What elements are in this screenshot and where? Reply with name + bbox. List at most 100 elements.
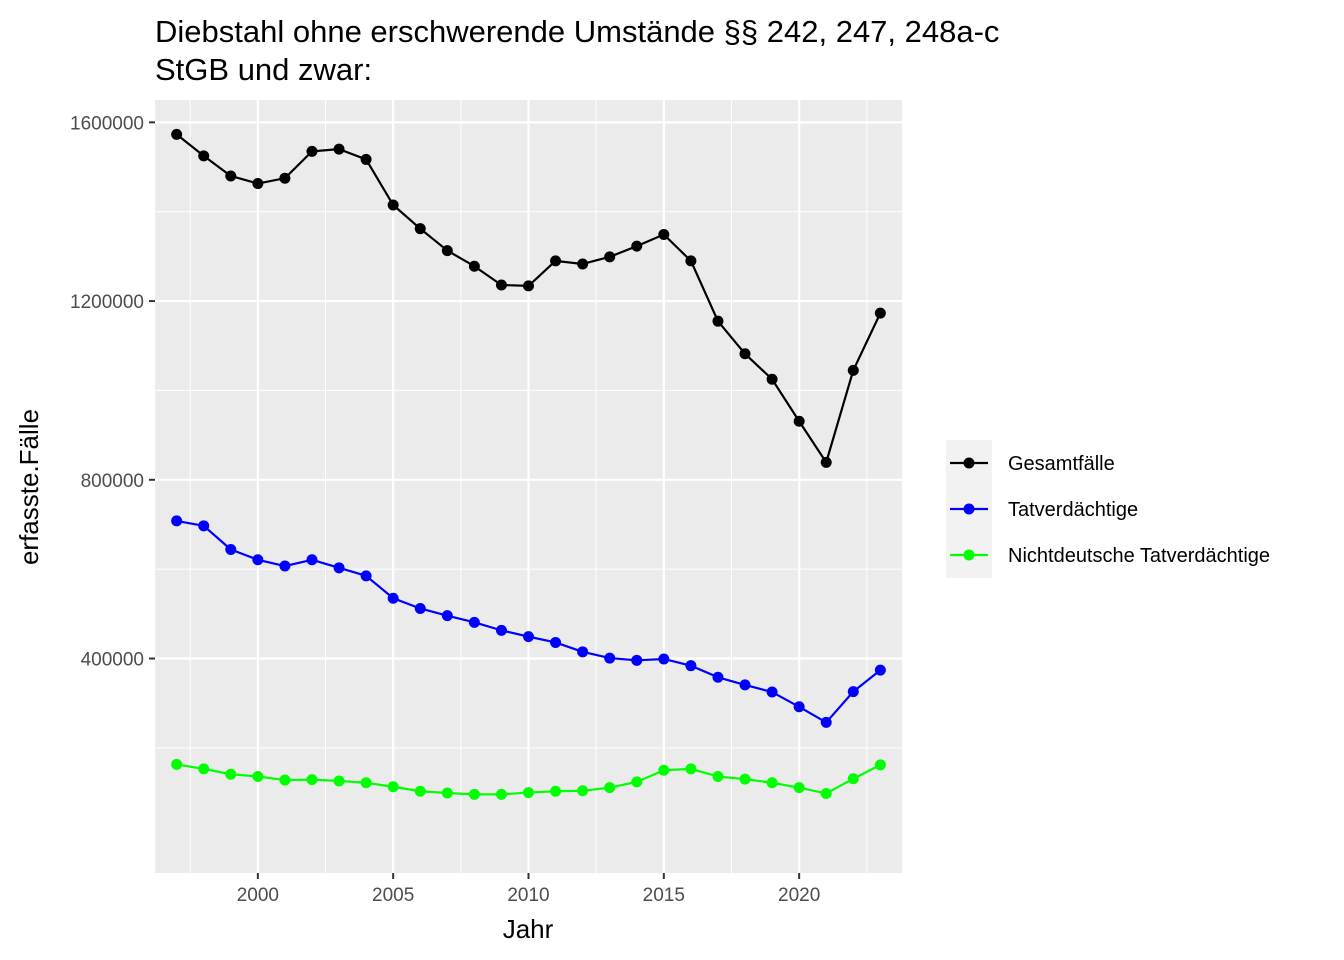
- data-point: [793, 701, 805, 713]
- data-point: [225, 768, 237, 780]
- data-point: [333, 775, 345, 787]
- data-point: [577, 258, 589, 270]
- data-point: [685, 255, 697, 267]
- data-point: [252, 178, 264, 190]
- legend-item-3: Nichtdeutsche Tatverdächtige: [950, 545, 1270, 567]
- data-point: [847, 773, 859, 785]
- data-point: [847, 364, 859, 376]
- data-point: [604, 782, 616, 794]
- data-point: [820, 787, 832, 799]
- data-point: [820, 456, 832, 468]
- chart-title-line-1: Diebstahl ohne erschwerende Umstände §§ …: [155, 14, 999, 49]
- data-point: [631, 776, 643, 788]
- chart-title-line-2: StGB und zwar:: [155, 52, 372, 87]
- data-point: [333, 143, 345, 155]
- data-point: [523, 280, 534, 292]
- legend-label: Tatverdächtige: [1008, 499, 1138, 521]
- data-point: [387, 781, 399, 793]
- data-point: [225, 170, 237, 182]
- data-point: [793, 415, 805, 427]
- data-point: [252, 770, 264, 782]
- data-point: [658, 653, 670, 665]
- data-point: [306, 145, 318, 157]
- data-point: [252, 554, 264, 566]
- data-point: [685, 660, 697, 672]
- data-point: [360, 153, 372, 165]
- data-point: [333, 562, 345, 574]
- series-layer: [171, 128, 886, 800]
- data-point: [306, 774, 318, 786]
- data-point: [171, 515, 183, 527]
- data-point: [658, 228, 670, 240]
- legend-key-point: [963, 457, 975, 469]
- data-point: [739, 348, 751, 360]
- x-tick-label: 2005: [372, 885, 414, 906]
- data-point: [279, 560, 291, 572]
- data-point: [604, 251, 616, 263]
- legend-item-1: Gesamtfälle: [950, 453, 1115, 475]
- data-point: [171, 758, 183, 770]
- series-3: [171, 758, 886, 800]
- data-point: [495, 788, 507, 800]
- legend-key-point: [963, 549, 975, 561]
- data-point: [225, 544, 237, 556]
- data-point: [766, 686, 778, 698]
- data-point: [631, 240, 643, 252]
- y-axis: 400000 800000 1200000 1600000: [70, 113, 155, 671]
- data-point: [360, 777, 372, 789]
- series-1: [171, 128, 886, 468]
- data-point: [387, 592, 399, 604]
- data-point: [766, 777, 778, 789]
- data-point: [550, 636, 562, 648]
- data-point: [793, 782, 805, 794]
- data-point: [360, 570, 372, 582]
- data-point: [739, 773, 751, 785]
- data-point: [739, 679, 751, 691]
- y-axis-title: erfasste.Fälle: [14, 409, 44, 565]
- data-point: [198, 150, 210, 162]
- data-point: [441, 787, 453, 799]
- data-point: [414, 785, 426, 797]
- legend-label: Nichtdeutsche Tatverdächtige: [1008, 545, 1270, 567]
- data-point: [820, 716, 832, 728]
- data-point: [658, 764, 670, 776]
- data-point: [712, 315, 724, 327]
- data-point: [874, 759, 886, 771]
- data-point: [577, 785, 589, 797]
- data-point: [631, 654, 643, 666]
- data-point: [874, 664, 886, 676]
- legend-key-point: [963, 503, 975, 515]
- data-point: [468, 260, 480, 272]
- y-tick-label: 800000: [81, 471, 144, 492]
- data-point: [306, 554, 318, 566]
- y-tick-label: 1600000: [70, 113, 144, 134]
- major-gridlines: [155, 100, 902, 873]
- x-tick-label: 2020: [778, 885, 820, 906]
- data-point: [712, 671, 724, 683]
- data-point: [279, 172, 291, 184]
- data-point: [550, 255, 562, 267]
- series-2: [171, 515, 886, 728]
- data-point: [198, 520, 210, 532]
- data-point: [441, 610, 453, 622]
- data-point: [766, 373, 778, 385]
- data-point: [495, 624, 507, 636]
- data-point: [550, 785, 562, 797]
- data-point: [523, 631, 534, 643]
- legend-label: Gesamtfälle: [1008, 453, 1115, 475]
- data-point: [441, 245, 453, 257]
- data-point: [712, 770, 724, 782]
- legend-item-2: Tatverdächtige: [950, 499, 1138, 521]
- x-axis: 2000 2005 2010 2015 2020: [237, 873, 820, 906]
- x-axis-title: Jahr: [503, 914, 554, 944]
- data-point: [279, 774, 291, 786]
- data-point: [523, 787, 534, 799]
- data-point: [577, 646, 589, 658]
- y-tick-label: 1200000: [70, 292, 144, 313]
- data-point: [685, 763, 697, 775]
- data-point: [171, 128, 183, 140]
- x-tick-label: 2015: [643, 885, 685, 906]
- data-point: [495, 279, 507, 291]
- x-tick-label: 2010: [507, 885, 549, 906]
- data-point: [198, 763, 210, 775]
